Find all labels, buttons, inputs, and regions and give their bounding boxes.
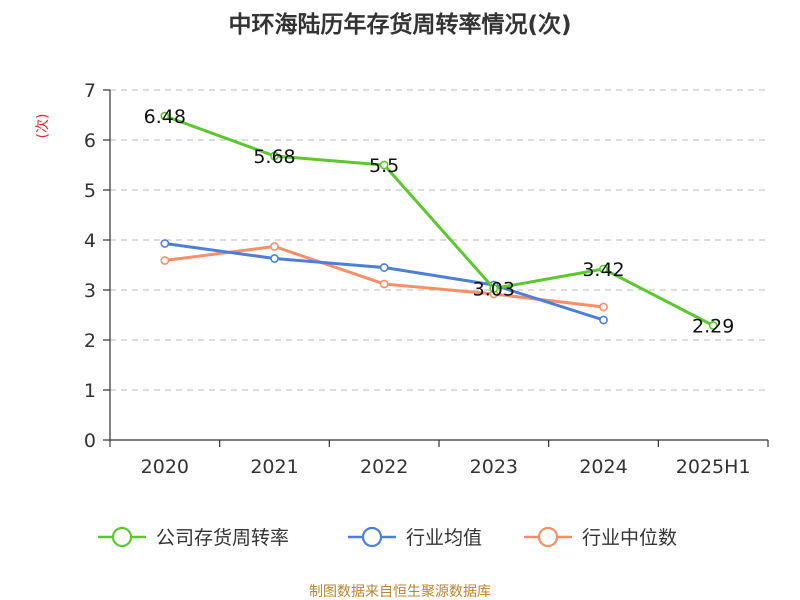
legend-marker — [111, 526, 133, 548]
legend-item-2[interactable]: 行业均值 — [348, 526, 482, 549]
series-1-point — [379, 160, 389, 170]
source-note: 制图数据来自恒生聚源数据库 — [309, 584, 491, 600]
legend-label: 公司存货周转率 — [156, 527, 289, 549]
y-tick-label: 6 — [84, 130, 96, 152]
series-1-point — [489, 284, 499, 293]
chart-title: 中环海陆历年存货周转率情况(次) — [228, 11, 571, 38]
data-label: 6.48 — [144, 106, 186, 128]
legend-item-3[interactable]: 行业中位数 — [524, 526, 677, 549]
x-tick-label: 2022 — [360, 456, 408, 478]
legend-marker — [537, 526, 559, 548]
axes: 0 1 2 3 4 5 6 7 2020 2021 2022 2023 2024 2025H1 — [84, 80, 769, 478]
x-tick-label: 2024 — [579, 456, 627, 478]
series-2-point — [270, 254, 279, 263]
data-label: 3.03 — [473, 279, 515, 301]
series-2-point — [379, 263, 389, 272]
series-3-point — [599, 302, 608, 312]
legend-label: 行业均值 — [406, 527, 482, 549]
x-tick-label: 2025H1 — [676, 456, 751, 478]
y-tick-label: 2 — [84, 330, 96, 352]
y-axis-label: (次) — [35, 114, 51, 139]
series-1-point — [160, 111, 170, 121]
series-2-point — [599, 315, 608, 325]
y-tick-label: 7 — [84, 80, 96, 102]
y-tick-label: 5 — [84, 180, 96, 202]
y-tick-label: 4 — [84, 230, 96, 252]
data-label: 3.42 — [582, 259, 624, 281]
x-tick-label: 2021 — [250, 456, 298, 478]
series-1-point — [270, 151, 279, 161]
grid-lines — [110, 89, 768, 391]
data-label: 5.68 — [253, 146, 295, 168]
y-tick-label: 1 — [84, 380, 96, 402]
series-1-point — [599, 264, 608, 274]
x-tick-label: 2023 — [470, 456, 518, 478]
y-tick-label: 3 — [84, 280, 96, 302]
y-tick-label: 0 — [84, 430, 96, 452]
series-3-point — [270, 242, 279, 251]
series-3-point — [160, 256, 170, 265]
data-label: 5.5 — [369, 155, 399, 177]
series-lines — [160, 111, 718, 330]
series-1-point — [708, 321, 718, 330]
legend[interactable]: 公司存货周转率 行业均值 行业中位数 — [98, 526, 677, 549]
series-2-point — [160, 239, 170, 248]
legend-item-1[interactable]: 公司存货周转率 — [98, 526, 289, 549]
series-1-line — [164, 114, 714, 327]
data-label: 2.29 — [692, 316, 734, 338]
legend-label: 行业中位数 — [582, 527, 677, 549]
series-3-point — [379, 279, 389, 289]
x-tick-label: 2020 — [141, 456, 189, 478]
legend-marker — [361, 526, 383, 548]
data-labels: 6.48 5.68 5.5 3.03 3.42 2.29 — [144, 106, 735, 338]
